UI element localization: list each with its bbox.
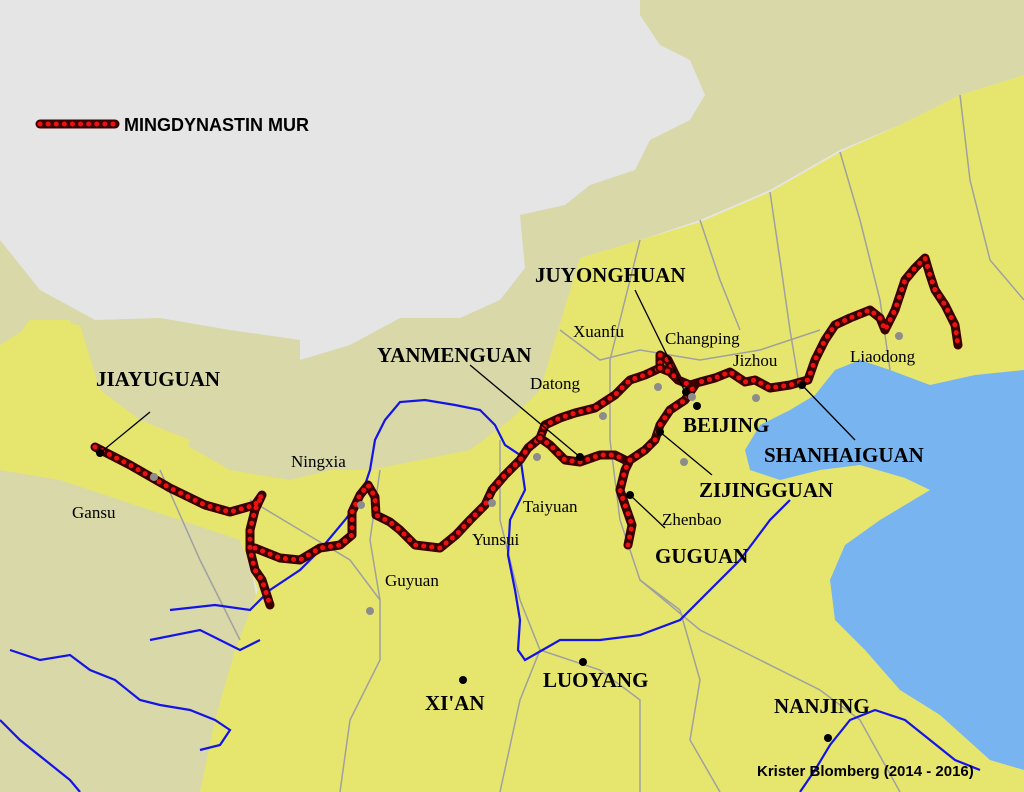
label-beijing: BEIJING bbox=[683, 413, 769, 437]
datong-marker bbox=[599, 412, 607, 420]
label-jizhou: Jizhou bbox=[733, 351, 778, 370]
ningxia-marker bbox=[357, 501, 365, 509]
guyuan-marker bbox=[366, 607, 374, 615]
yanmenguan-marker bbox=[576, 453, 584, 461]
yellow-river bbox=[169, 398, 791, 662]
author-credit: Krister Blomberg (2014 - 2016) bbox=[757, 763, 974, 780]
neighbor-land-southwest bbox=[0, 440, 260, 792]
rivers bbox=[0, 398, 981, 792]
province-borders bbox=[159, 94, 1024, 792]
west-river bbox=[0, 719, 81, 792]
legend: MINGDYNASTIN MUR bbox=[35, 115, 309, 135]
legend-label: MINGDYNASTIN MUR bbox=[124, 115, 309, 135]
label-taiyuan: Taiyuan bbox=[523, 497, 578, 516]
label-leader-lines bbox=[99, 289, 856, 529]
xuanfu-marker bbox=[654, 383, 662, 391]
yunsui-marker bbox=[488, 499, 496, 507]
label-gansu: Gansu bbox=[72, 503, 116, 522]
ming-territory-west-strip bbox=[0, 320, 190, 470]
label-ningxia: Ningxia bbox=[291, 452, 346, 471]
shanhaiguan-marker bbox=[798, 381, 806, 389]
guguan-marker bbox=[626, 491, 634, 499]
label-datong: Datong bbox=[530, 374, 581, 393]
zijingguan-marker bbox=[656, 428, 664, 436]
neighbor-land-northeast bbox=[520, 0, 1024, 268]
label-juyonghuan: JUYONGHUAN bbox=[535, 263, 686, 287]
taiyuan-marker bbox=[533, 453, 541, 461]
jiayuguan-marker bbox=[96, 449, 104, 457]
ming-territory bbox=[0, 75, 1024, 792]
nanjing-marker bbox=[824, 734, 832, 742]
label-guyuan: Guyuan bbox=[385, 571, 439, 590]
wei-river bbox=[149, 628, 261, 652]
label-changping: Changping bbox=[665, 329, 740, 348]
label-yunsui: Yunsui bbox=[472, 530, 520, 549]
yangtze-river bbox=[799, 708, 981, 792]
major-city-markers bbox=[96, 381, 832, 742]
label-shanhaiguan: SHANHAIGUAN bbox=[764, 443, 924, 467]
label-zijingguan: ZIJINGGUAN bbox=[699, 478, 833, 502]
southwest-river bbox=[9, 648, 232, 752]
bohai-sea bbox=[745, 360, 1024, 770]
label-luoyang: LUOYANG bbox=[543, 668, 648, 692]
gansu-marker bbox=[150, 473, 158, 481]
xian-marker bbox=[459, 676, 467, 684]
label-nanjing: NANJING bbox=[774, 694, 870, 718]
zhenbao-marker bbox=[680, 458, 688, 466]
label-guguan: GUGUAN bbox=[655, 544, 748, 568]
minor-city-markers bbox=[150, 332, 903, 615]
label-xian: XI'AN bbox=[425, 691, 485, 715]
liaodong-marker bbox=[895, 332, 903, 340]
label-liaodong: Liaodong bbox=[850, 347, 916, 366]
jizhou-marker bbox=[752, 394, 760, 402]
changping-marker bbox=[688, 393, 696, 401]
label-yanmenguan: YANMENGUAN bbox=[377, 343, 531, 367]
label-zhenbao: Zhenbao bbox=[662, 510, 721, 529]
label-jiayuguan: JIAYUGUAN bbox=[96, 367, 220, 391]
luoyang-marker bbox=[579, 658, 587, 666]
juyonghuan-marker bbox=[682, 388, 690, 396]
beijing-marker bbox=[693, 402, 701, 410]
label-xuanfu: Xuanfu bbox=[573, 322, 624, 341]
